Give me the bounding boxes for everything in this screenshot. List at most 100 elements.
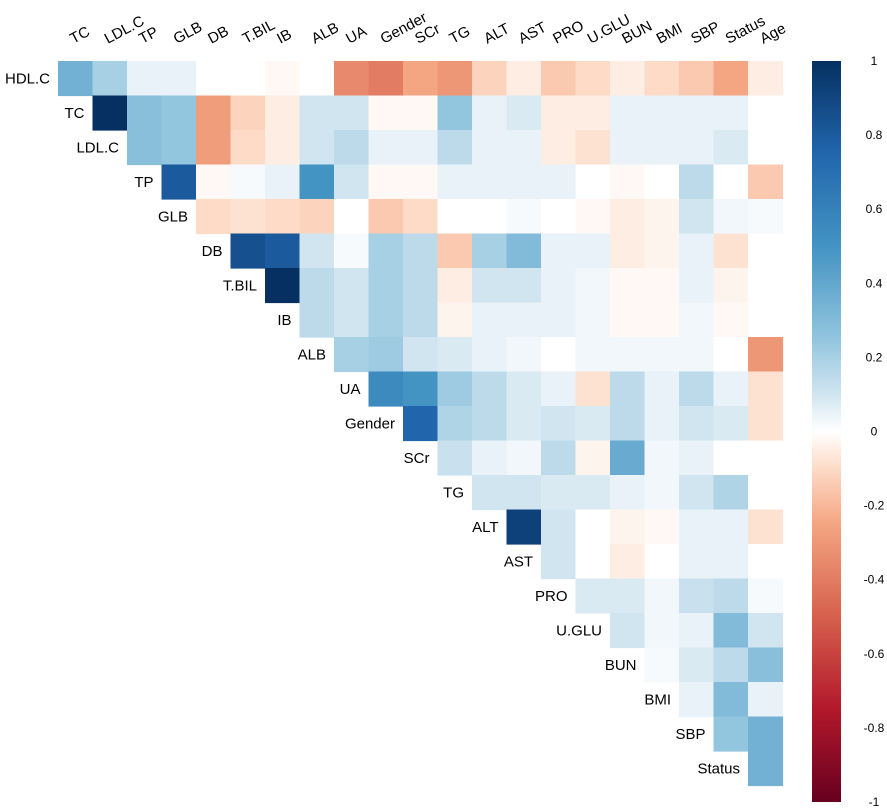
column-label: IB <box>274 26 295 48</box>
heatmap-cell <box>437 164 473 200</box>
heatmap-cell <box>748 371 784 407</box>
heatmap-cell <box>748 61 784 97</box>
heatmap-cell <box>644 647 680 683</box>
row-label: HDL.C <box>5 70 50 87</box>
heatmap-cell <box>541 268 577 304</box>
row-label: PRO <box>535 588 568 605</box>
heatmap-cell <box>299 199 335 235</box>
heatmap-cell <box>161 95 197 131</box>
heatmap-cell <box>575 371 611 407</box>
heatmap-cell <box>92 61 128 97</box>
row-label: T.BIL <box>223 277 257 294</box>
row-label: TG <box>443 484 464 501</box>
heatmap-cell <box>679 268 715 304</box>
heatmap-cell <box>334 302 370 338</box>
heatmap-cell <box>644 95 680 131</box>
heatmap-cell <box>575 406 611 442</box>
heatmap-cell <box>127 61 163 97</box>
heatmap-cell <box>368 337 404 373</box>
row-label: BUN <box>605 657 637 674</box>
heatmap-cell <box>748 130 784 166</box>
color-bar-tick-label: -0.4 <box>864 573 885 587</box>
heatmap-cell <box>541 199 577 235</box>
heatmap-cell <box>610 164 646 200</box>
heatmap-cell <box>610 509 646 545</box>
heatmap-cell <box>472 61 508 97</box>
heatmap-cell <box>437 371 473 407</box>
row-label: AST <box>504 553 533 570</box>
heatmap-cell <box>472 302 508 338</box>
heatmap-cell <box>610 544 646 580</box>
column-label: TG <box>447 23 473 48</box>
column-label: ALT <box>481 20 512 47</box>
heatmap-cell <box>368 268 404 304</box>
heatmap-cell <box>748 751 784 787</box>
row-label: UA <box>340 381 361 398</box>
heatmap-cell <box>403 61 439 97</box>
heatmap-cell <box>541 440 577 476</box>
heatmap-cell <box>713 371 749 407</box>
heatmap-cell <box>644 199 680 235</box>
heatmap-cell <box>299 302 335 338</box>
color-bar-tick-label: 0.4 <box>866 276 883 290</box>
heatmap-cell <box>403 337 439 373</box>
heatmap-cell <box>541 406 577 442</box>
heatmap-cell <box>713 61 749 97</box>
heatmap-cell <box>437 233 473 269</box>
heatmap-cell <box>368 302 404 338</box>
heatmap-cell <box>679 647 715 683</box>
heatmap-cell <box>265 130 301 166</box>
row-label: SCr <box>404 450 430 467</box>
heatmap-cell <box>679 233 715 269</box>
color-bar-tick-label: 0.2 <box>866 350 883 364</box>
heatmap-cell <box>541 95 577 131</box>
heatmap-cell <box>368 130 404 166</box>
heatmap-cell <box>575 268 611 304</box>
heatmap-cell <box>679 613 715 649</box>
heatmap-cell <box>230 199 266 235</box>
heatmap-cell <box>644 371 680 407</box>
heatmap-cell <box>334 130 370 166</box>
column-label: T.BIL <box>240 16 278 47</box>
heatmap-cell <box>230 233 266 269</box>
heatmap-cell <box>679 302 715 338</box>
heatmap-cell <box>644 406 680 442</box>
heatmap-cell <box>403 199 439 235</box>
heatmap-cell <box>713 302 749 338</box>
heatmap-cell <box>713 716 749 752</box>
heatmap-cell <box>299 95 335 131</box>
heatmap-cell <box>334 164 370 200</box>
heatmap-cell <box>541 130 577 166</box>
heatmap-cell <box>506 199 542 235</box>
heatmap-cell <box>506 302 542 338</box>
heatmap-cell <box>472 440 508 476</box>
heatmap-cell <box>368 233 404 269</box>
heatmap-cell <box>575 440 611 476</box>
heatmap-cell <box>161 164 197 200</box>
row-label: ALB <box>298 346 326 363</box>
heatmap-cell <box>610 475 646 511</box>
heatmap-cell <box>610 233 646 269</box>
row-label: IB <box>277 312 291 329</box>
heatmap-cell <box>679 130 715 166</box>
heatmap-cell <box>127 95 163 131</box>
heatmap-cell <box>403 164 439 200</box>
heatmap-cell <box>679 61 715 97</box>
heatmap-cell <box>748 268 784 304</box>
heatmap-cell <box>334 199 370 235</box>
heatmap-cell <box>506 371 542 407</box>
heatmap-cell <box>196 61 232 97</box>
heatmap-cell <box>575 95 611 131</box>
heatmap-cell <box>334 61 370 97</box>
heatmap-cell <box>644 164 680 200</box>
heatmap-cell <box>575 233 611 269</box>
heatmap-cell <box>644 302 680 338</box>
heatmap-cell <box>575 130 611 166</box>
heatmap-cell <box>299 61 335 97</box>
heatmap-cell <box>713 544 749 580</box>
column-label: TC <box>67 23 93 47</box>
heatmap-cell <box>437 130 473 166</box>
heatmap-cell <box>575 509 611 545</box>
heatmap-cell <box>748 613 784 649</box>
